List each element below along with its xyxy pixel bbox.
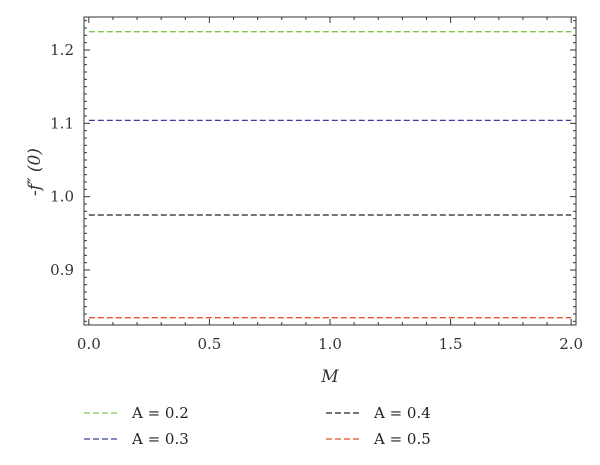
x-axis-title: M	[320, 367, 339, 387]
legend-label: A = 0.2	[131, 404, 189, 422]
y-tick-label: 1.1	[50, 114, 74, 132]
y-axis-title: -f″ (0)	[25, 148, 45, 196]
x-tick-label: 1.5	[439, 335, 463, 353]
y-tick-label: 0.9	[50, 261, 74, 279]
legend-label: A = 0.5	[373, 430, 431, 448]
plot-frame	[83, 16, 577, 326]
legend: A = 0.2 A = 0.4 A = 0.3 A = 0.5	[84, 404, 431, 448]
legend-label: A = 0.4	[373, 404, 431, 422]
y-tick-label: 1.0	[50, 188, 74, 206]
legend-label: A = 0.3	[131, 430, 189, 448]
y-tick-label: 1.2	[50, 41, 74, 59]
x-tick-labels: 0.0 0.5 1.0 1.5 2.0	[77, 335, 583, 353]
x-tick-label: 0.0	[77, 335, 101, 353]
series-lines	[88, 31, 572, 319]
x-tick-label: 2.0	[559, 335, 583, 353]
y-tick-labels: 0.9 1.0 1.1 1.2	[50, 41, 74, 279]
tick-marks	[84, 17, 576, 325]
x-tick-label: 0.5	[197, 335, 221, 353]
x-tick-label: 1.0	[318, 335, 342, 353]
